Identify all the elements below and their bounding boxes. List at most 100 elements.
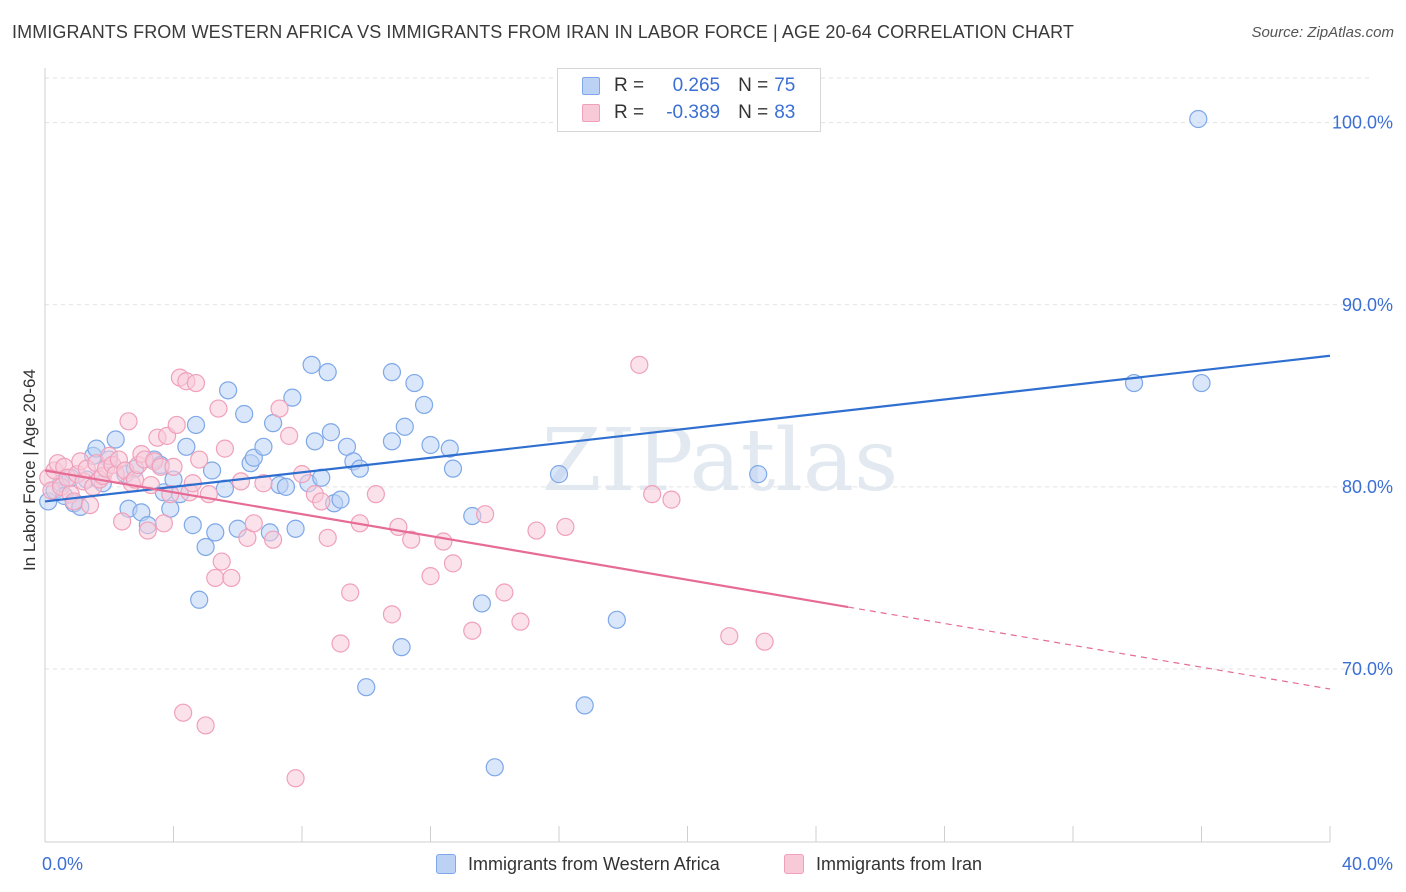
point-western-africa [177, 437, 196, 456]
correlation-legend: R = 0.265 N = 75 R = -0.389 N = 83 [557, 68, 821, 132]
y-tick-label: 70.0% [1342, 659, 1393, 679]
point-iran [495, 583, 514, 602]
point-western-africa [331, 490, 350, 509]
point-iran [556, 517, 575, 537]
point-iran [209, 399, 228, 418]
legend-r-label: R = [614, 102, 645, 123]
y-tick-label: 80.0% [1342, 477, 1393, 497]
point-iran [280, 426, 299, 445]
point-western-africa [190, 590, 209, 609]
legend-n-label: N = [738, 102, 769, 123]
trend-lines [44, 354, 1331, 690]
point-iran [64, 492, 84, 511]
chart-title: IMMIGRANTS FROM WESTERN AFRICA VS IMMIGR… [12, 22, 1075, 42]
point-iran [630, 355, 649, 374]
bottom-legend-label-iran: Immigrants from Iran [816, 853, 983, 874]
point-iran [643, 485, 662, 504]
grid-lines [45, 77, 1370, 670]
legend-row-iran: R = -0.389 N = 83 [582, 100, 795, 126]
point-western-africa [395, 417, 414, 436]
bottom-legend-western-africa: Immigrants from Western Africa [436, 852, 720, 876]
point-western-africa [382, 432, 402, 451]
point-western-africa [392, 638, 411, 657]
point-iran [402, 530, 421, 549]
point-iran [331, 634, 350, 653]
point-iran [154, 514, 173, 533]
point-western-africa [106, 430, 125, 449]
axes [44, 68, 1331, 843]
point-iran [212, 552, 231, 571]
point-iran [421, 567, 440, 586]
point-iran [196, 716, 215, 735]
point-iran [511, 612, 530, 631]
point-western-africa [305, 432, 324, 451]
point-western-africa [283, 388, 302, 407]
x-tick-label: 0.0% [42, 854, 83, 874]
point-iran [341, 583, 360, 602]
point-iran [138, 521, 157, 540]
point-iran [476, 505, 495, 524]
point-iran [389, 517, 408, 537]
point-western-africa [202, 461, 222, 480]
point-western-africa [485, 758, 504, 777]
legend-swatch-western-africa [582, 77, 600, 95]
point-iran [318, 528, 337, 547]
bottom-legend-label-western-africa: Immigrants from Western Africa [468, 853, 720, 874]
point-iran [164, 457, 183, 476]
point-iran [244, 514, 263, 533]
point-iran [382, 605, 402, 624]
point-western-africa [1192, 373, 1211, 393]
point-western-africa [440, 439, 459, 458]
point-iran [215, 439, 234, 458]
point-western-africa [357, 678, 376, 697]
point-western-africa [276, 477, 296, 496]
point-iran [434, 532, 453, 551]
legend-r-label: R = [614, 75, 645, 96]
watermark: ZIPatlas [542, 411, 898, 511]
point-western-africa [382, 363, 402, 382]
point-western-africa [196, 537, 215, 557]
point-western-africa [472, 594, 491, 613]
legend-row-western-africa: R = 0.265 N = 75 [582, 73, 795, 99]
point-western-africa [235, 404, 254, 424]
point-iran [312, 492, 331, 511]
point-western-africa [318, 363, 337, 382]
point-western-africa [405, 373, 424, 393]
trend-line-western-africa [44, 354, 1331, 503]
point-iran [527, 521, 546, 540]
point-iran [720, 627, 739, 646]
point-iran [190, 450, 209, 469]
point-iran [292, 465, 312, 484]
point-iran [270, 399, 289, 418]
point-western-africa [254, 437, 273, 456]
point-iran [286, 769, 305, 788]
point-western-africa [1189, 109, 1208, 129]
point-iran [366, 485, 385, 504]
point-western-africa [302, 355, 321, 374]
point-western-africa [421, 435, 440, 455]
point-western-africa [549, 465, 569, 484]
point-iran [112, 512, 132, 531]
point-iran [755, 632, 774, 651]
legend-n-value: 75 [774, 75, 796, 96]
legend-swatch-iran [582, 104, 600, 122]
point-iran [167, 415, 186, 435]
point-western-africa [575, 696, 594, 715]
point-iran [206, 568, 225, 588]
point-iran [119, 412, 138, 431]
point-western-africa [414, 395, 434, 415]
point-iran [231, 472, 251, 491]
y-tick-label: 100.0% [1332, 113, 1393, 133]
trend-line-iran-extrapolated [848, 606, 1331, 690]
point-iran [80, 495, 100, 515]
point-western-africa [183, 516, 202, 535]
point-western-africa [350, 459, 369, 478]
point-iran [443, 554, 463, 573]
y-tick-label: 90.0% [1342, 295, 1393, 315]
tick-labels: 70.0% 80.0% 90.0% 100.0% 0.0% 40.0% [42, 113, 1393, 874]
bottom-legend-iran: Immigrants from Iran [784, 852, 982, 876]
point-iran [263, 530, 283, 549]
point-western-africa [286, 519, 305, 538]
point-iran [222, 568, 241, 588]
